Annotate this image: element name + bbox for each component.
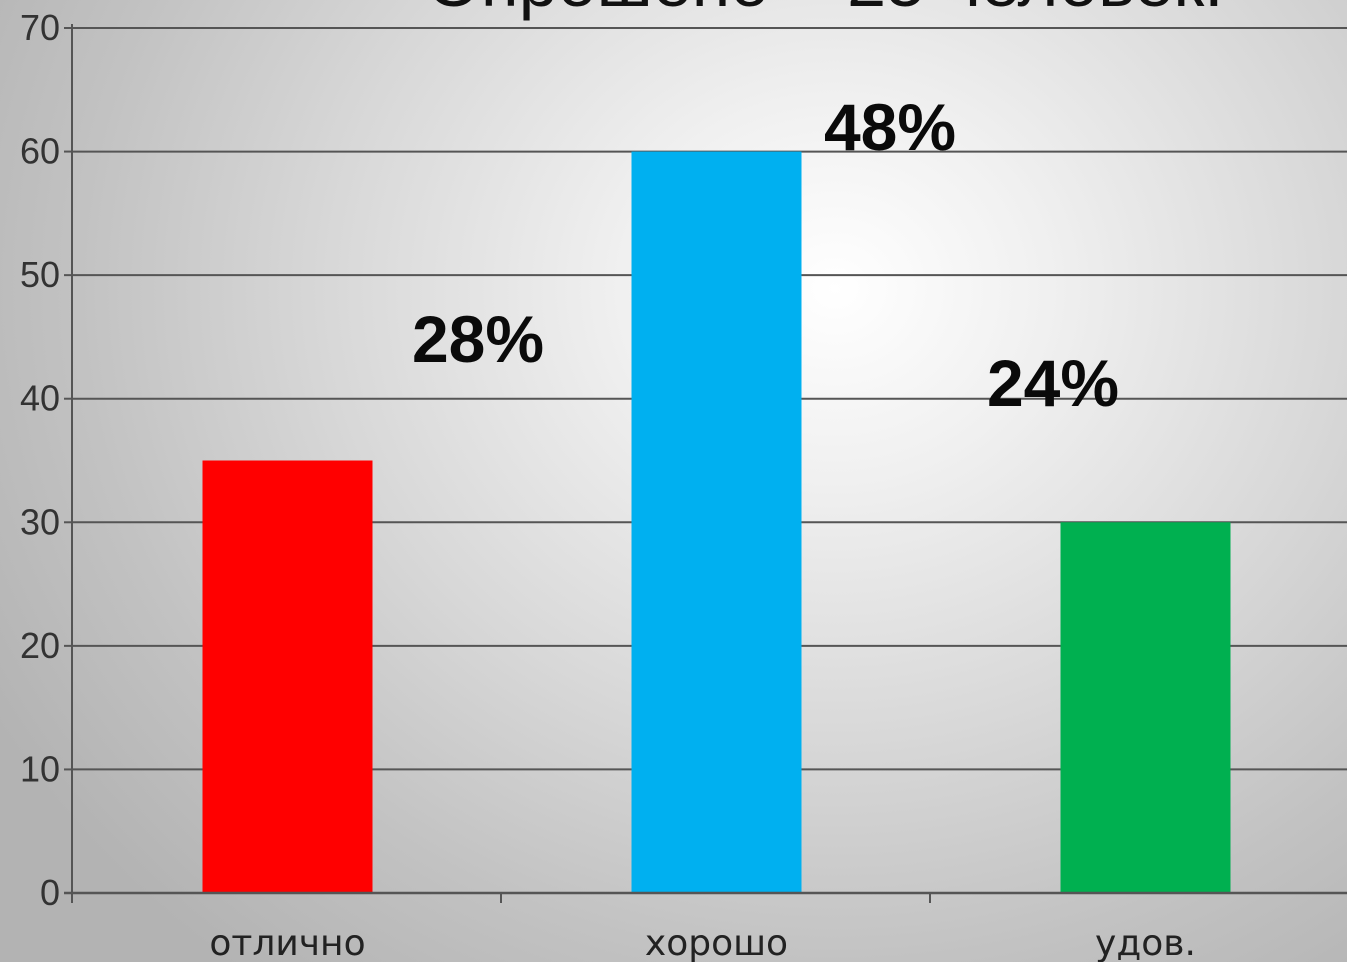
y-tick-label: 10 [20,748,60,789]
bars [202,151,1231,894]
bar-хорошо [631,151,802,894]
data-label: 24% [987,346,1119,420]
chart-title: Опрошено – 25 человек. [426,0,1223,21]
bar-удов. [1060,522,1231,893]
data-label: 28% [412,302,544,376]
y-tick-label: 40 [20,378,60,419]
y-tick-label: 20 [20,625,60,666]
y-tick-label: 60 [20,131,60,172]
y-tick-label: 30 [20,501,60,542]
y-tick-label: 50 [20,254,60,295]
x-tick-label: удов. [1095,923,1196,962]
bar-отлично [202,460,373,893]
y-tick-label: 70 [20,7,60,48]
data-label: 48% [824,90,956,164]
axes: 0 10 20 30 40 50 60 70 [20,7,1347,913]
x-tick-label: хорошо [645,923,788,962]
x-tick-label: отлично [209,923,365,962]
y-tick-label: 0 [40,872,60,913]
labels: отлично хорошо удов. 28% 48% 24% [209,90,1196,962]
